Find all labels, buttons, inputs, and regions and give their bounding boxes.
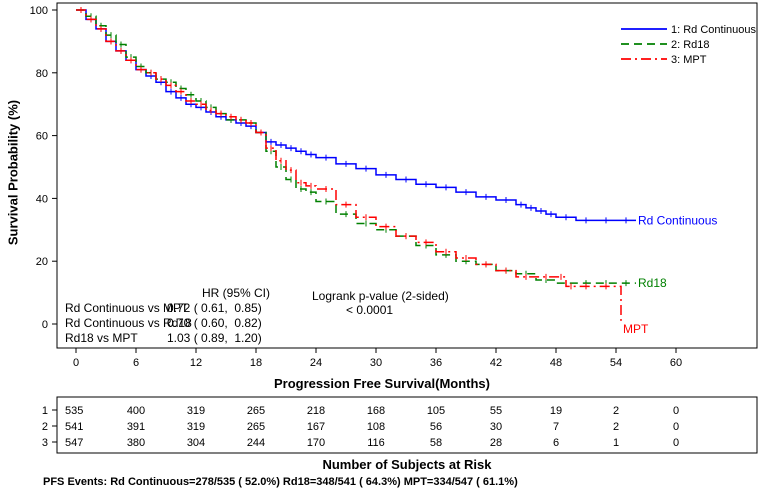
risk-row-label: 3 [42, 437, 48, 449]
risk-value: 167 [307, 421, 325, 433]
risk-value: 535 [65, 405, 83, 417]
hr-row-value: 0.72 ( 0.61, 0.85) [167, 301, 262, 315]
x-tick-label: 0 [73, 357, 79, 369]
series-end-label: Rd18 [638, 276, 667, 290]
series-line [76, 9, 636, 284]
y-tick-label: 0 [42, 319, 48, 331]
y-tick-label: 80 [36, 68, 48, 80]
hr-row-label: Rd Continuous vs Rd18 [65, 316, 192, 330]
x-tick-label: 24 [310, 357, 322, 369]
hr-row-value: 0.70 ( 0.60, 0.82) [167, 316, 262, 330]
hr-header: HR (95% CI) [202, 286, 271, 300]
risk-value: 168 [367, 405, 385, 417]
risk-value: 105 [427, 405, 445, 417]
risk-value: 116 [367, 437, 385, 449]
series-end-label: Rd Continuous [638, 213, 717, 227]
risk-value: 541 [65, 421, 83, 433]
risk-value: 58 [430, 437, 442, 449]
series-line [76, 9, 622, 321]
risk-value: 265 [247, 405, 265, 417]
x-tick-label: 6 [133, 357, 139, 369]
y-tick-label: 40 [36, 193, 48, 205]
risk-row-label: 2 [42, 421, 48, 433]
x-axis: 0 6 12 18 24 30 36 42 48 54 60 [73, 348, 682, 369]
survival-curves: Rd Continuous Rd18 MPT [76, 7, 717, 336]
legend-label: 3: MPT [671, 54, 707, 66]
risk-value: 304 [187, 437, 205, 449]
risk-value: 244 [247, 437, 265, 449]
risk-value: 2 [613, 405, 619, 417]
risk-table-frame [56, 396, 758, 454]
hr-row-label: Rd Continuous vs MPT [65, 301, 189, 315]
x-tick-label: 60 [670, 357, 682, 369]
x-tick-label: 30 [370, 357, 382, 369]
risk-value: 319 [187, 405, 205, 417]
series-line [76, 9, 636, 222]
risk-value: 170 [307, 437, 325, 449]
risk-value: 19 [550, 405, 562, 417]
footnote: PFS Events: Rd Continuous=278/535 ( 52.0… [43, 476, 518, 488]
risk-value: 1 [613, 437, 619, 449]
legend-label: 2: Rd18 [671, 39, 710, 51]
x-axis-title: Progression Free Survival(Months) [274, 376, 490, 391]
risk-value: 400 [127, 405, 145, 417]
x-tick-label: 48 [550, 357, 562, 369]
risk-row-label: 1 [42, 405, 48, 417]
risk-table-title: Number of Subjects at Risk [322, 457, 492, 472]
risk-value: 30 [490, 421, 502, 433]
risk-value: 547 [65, 437, 83, 449]
risk-value: 28 [490, 437, 502, 449]
risk-value: 319 [187, 421, 205, 433]
hr-row-label: Rd18 vs MPT [65, 331, 138, 345]
y-tick-label: 60 [36, 131, 48, 143]
y-axis: 0 20 40 60 80 100 [30, 5, 57, 331]
risk-value: 108 [367, 421, 385, 433]
risk-value: 55 [490, 405, 502, 417]
x-tick-label: 36 [430, 357, 442, 369]
risk-value: 6 [553, 437, 559, 449]
risk-value: 56 [430, 421, 442, 433]
y-tick-label: 100 [30, 5, 48, 17]
risk-value: 0 [673, 437, 679, 449]
hr-row-value: 1.03 ( 0.89, 1.20) [167, 331, 262, 345]
x-tick-label: 18 [250, 357, 262, 369]
logrank-header: Logrank p-value (2-sided) [312, 289, 449, 303]
y-tick-label: 20 [36, 256, 48, 268]
logrank-value: < 0.0001 [346, 303, 394, 317]
x-tick-label: 54 [610, 357, 622, 369]
risk-value: 391 [127, 421, 145, 433]
plot-frame [56, 2, 758, 349]
risk-value: 265 [247, 421, 265, 433]
risk-value: 0 [673, 405, 679, 417]
y-axis-title: Survival Probability (%) [5, 99, 21, 246]
x-tick-label: 12 [190, 357, 202, 369]
risk-table: 1 535 400 319 265 218 168 105 55 19 2 02 541 391 319 26… [42, 405, 679, 449]
legend-label: 1: Rd Continuous [671, 24, 756, 36]
legend: 1: Rd Continuous 2: Rd18 3: MPT [621, 24, 756, 66]
series-end-label: MPT [623, 322, 649, 336]
risk-value: 7 [553, 421, 559, 433]
risk-value: 380 [127, 437, 145, 449]
risk-value: 0 [673, 421, 679, 433]
x-tick-label: 42 [490, 357, 502, 369]
risk-value: 218 [307, 405, 325, 417]
risk-value: 2 [613, 421, 619, 433]
